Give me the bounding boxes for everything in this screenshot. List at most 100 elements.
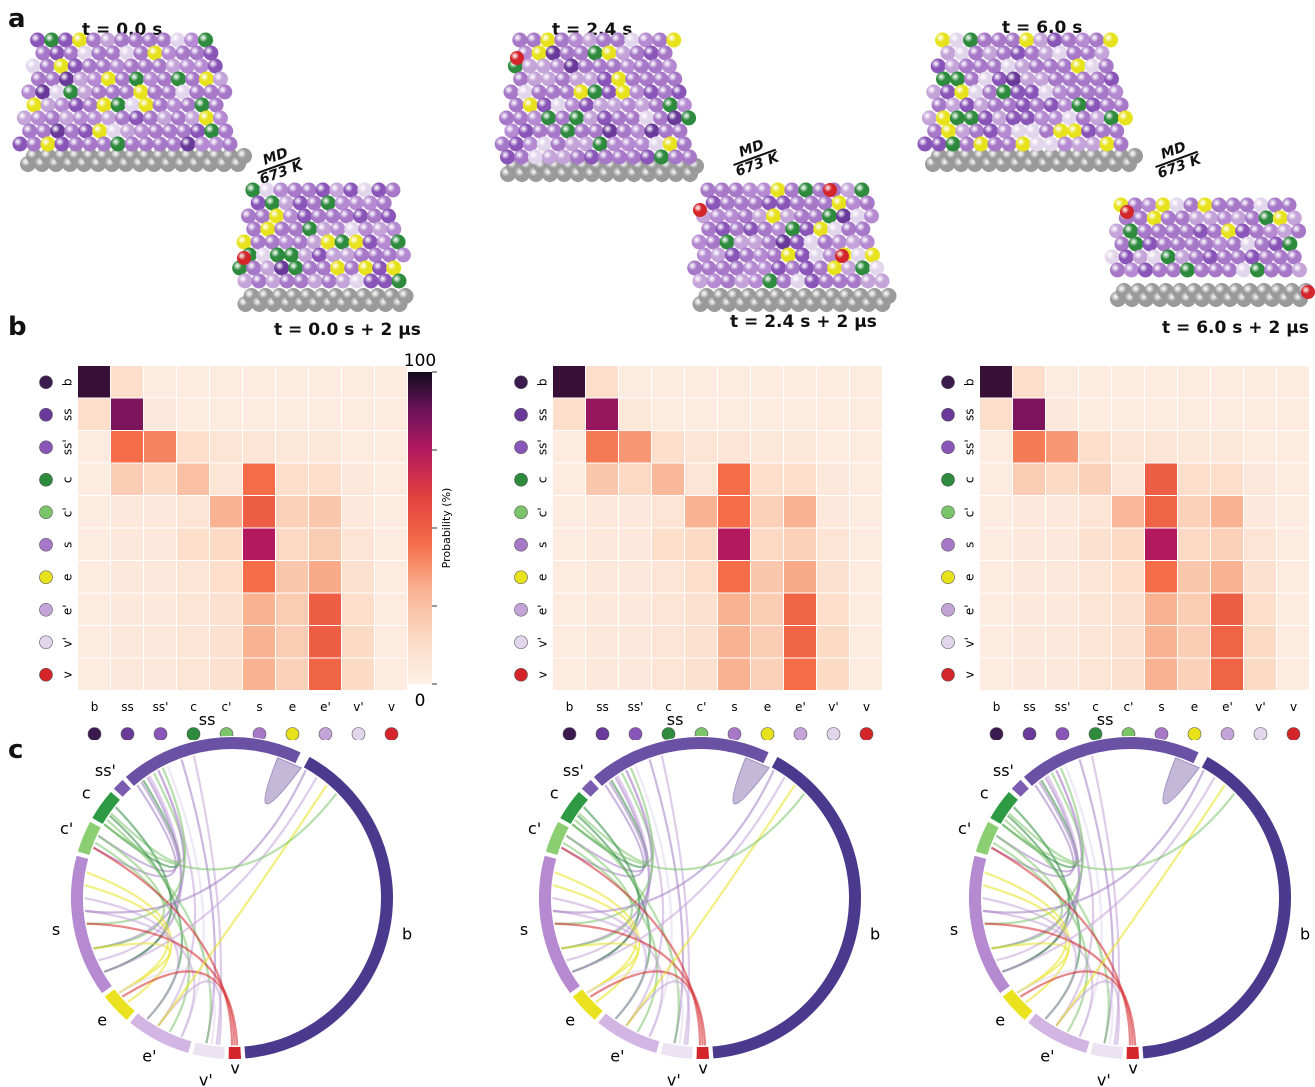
- chord-ribbon: [264, 757, 303, 805]
- chord-link: [93, 834, 166, 950]
- chord-ribbon: [732, 757, 771, 805]
- site-type-dot: [87, 727, 102, 740]
- chord-link: [157, 769, 197, 1027]
- heatmap-cell: [1277, 658, 1309, 690]
- chord-arc-e-prime: [1026, 1012, 1091, 1055]
- heatmap-cell: [276, 463, 308, 495]
- heatmap-cell: [1046, 496, 1078, 528]
- heatmap-cell: [850, 561, 882, 593]
- chord-link: [1078, 759, 1115, 1044]
- heatmap-cell: [1145, 398, 1177, 430]
- site-type-dot: [941, 505, 955, 520]
- chord-link: [552, 909, 664, 1038]
- heatmap-cell: [177, 593, 209, 625]
- heatmap-cell: [1145, 626, 1177, 658]
- panel-letter-b: b: [8, 312, 27, 342]
- chord-arc-ss: [124, 736, 302, 788]
- heatmap-cell: [751, 463, 783, 495]
- site-type-dot: [514, 635, 528, 650]
- heatmap-cell: [586, 366, 618, 398]
- heatmap-cell: [309, 561, 341, 593]
- heatmap-cell: [144, 463, 176, 495]
- heatmap-cell: [210, 658, 242, 690]
- x-tick-label: e: [1191, 700, 1198, 714]
- heatmap-cell: [1046, 366, 1078, 398]
- heatmap-cell: [652, 658, 684, 690]
- chord-arc-b: [1141, 755, 1292, 1060]
- surface-adatom: [823, 183, 837, 197]
- heatmap-cell: [784, 626, 816, 658]
- site-type-dot: [39, 440, 53, 455]
- site-type-dot: [514, 440, 528, 455]
- chord-arc-label: c': [958, 819, 971, 838]
- chord-link: [984, 767, 1085, 925]
- heatmap-cell: [553, 626, 585, 658]
- heatmap-cell: [243, 528, 275, 560]
- site-type-dot: [793, 727, 808, 740]
- heatmap-cell: [685, 528, 717, 560]
- chord-diagram-1: b v v' e' e s c' css' ss: [52, 710, 412, 1087]
- heatmap-cell: [177, 463, 209, 495]
- heatmap-cell: [1277, 626, 1309, 658]
- chord-arc-label: v: [1128, 1058, 1137, 1077]
- chord-link: [984, 871, 1071, 1004]
- heatmap-cell: [309, 658, 341, 690]
- chord-arc-e: [571, 987, 605, 1022]
- heatmap-cell: [1178, 593, 1210, 625]
- chord-link: [552, 896, 648, 1020]
- heatmap-cell: [817, 431, 849, 463]
- snapshot-1-after: [232, 182, 414, 312]
- site-type-dot: [760, 727, 775, 740]
- site-type-dot: [39, 472, 53, 487]
- y-tick-label: s: [536, 542, 550, 548]
- y-tick-label: b: [61, 378, 75, 386]
- site-type-dot: [285, 727, 300, 740]
- heatmap-cell: [1013, 593, 1045, 625]
- heatmap-cell: [652, 463, 684, 495]
- site-type-dot: [941, 602, 955, 617]
- y-tick-label: e: [536, 574, 550, 581]
- chord-arc-ss: [592, 736, 770, 788]
- chord-arc-label: c: [550, 784, 559, 803]
- chord-arc-v: [695, 1045, 711, 1060]
- heatmap-cell: [144, 496, 176, 528]
- heatmap-cell: [1244, 431, 1276, 463]
- chord-link: [1055, 784, 1226, 1027]
- surface-adatom: [1120, 205, 1134, 219]
- chord-arc-c: [988, 790, 1020, 826]
- heatmap-cell: [1112, 561, 1144, 593]
- y-tick-label: e: [963, 574, 977, 581]
- x-tick-label: e: [289, 700, 296, 714]
- heatmap-cell: [144, 658, 176, 690]
- chord-arc-label: e': [142, 1046, 156, 1065]
- heatmap-cell: [1013, 431, 1045, 463]
- heatmap-3: b ss ss' c c' s e e' v' v b ss ss' c c' s e e' v' v: [941, 366, 1309, 740]
- chord-arc-label: e': [1040, 1046, 1054, 1065]
- heatmap-cell: [817, 496, 849, 528]
- heatmap-cell: [586, 593, 618, 625]
- heatmap-2: b ss ss' c c' s e e' v' v b ss ss' c c' s e e' v' v: [514, 366, 882, 740]
- site-type-dot: [989, 727, 1004, 740]
- heatmap-cell: [817, 463, 849, 495]
- heatmap-cell: [1079, 658, 1111, 690]
- colorbar: 100 0 Probability (%): [404, 351, 453, 711]
- heatmap-cell: [652, 528, 684, 560]
- heatmap-cell: [243, 626, 275, 658]
- heatmap-cell: [685, 658, 717, 690]
- chord-link: [995, 781, 1077, 873]
- heatmap-cell: [1112, 398, 1144, 430]
- heatmap-cell: [210, 626, 242, 658]
- heatmap-cell: [685, 593, 717, 625]
- heatmap-cell: [309, 431, 341, 463]
- site-type-dot: [941, 635, 955, 650]
- heatmap-cell: [276, 398, 308, 430]
- site-type-dot: [826, 727, 841, 740]
- heatmap-cell: [78, 398, 110, 430]
- site-type-dot: [941, 667, 955, 682]
- heatmap-cell: [586, 496, 618, 528]
- chord-arc-b: [711, 755, 862, 1060]
- heatmap-cell: [980, 561, 1012, 593]
- heatmap-cell: [309, 593, 341, 625]
- heatmap-cell: [1211, 398, 1243, 430]
- x-tick-label: s: [256, 700, 262, 714]
